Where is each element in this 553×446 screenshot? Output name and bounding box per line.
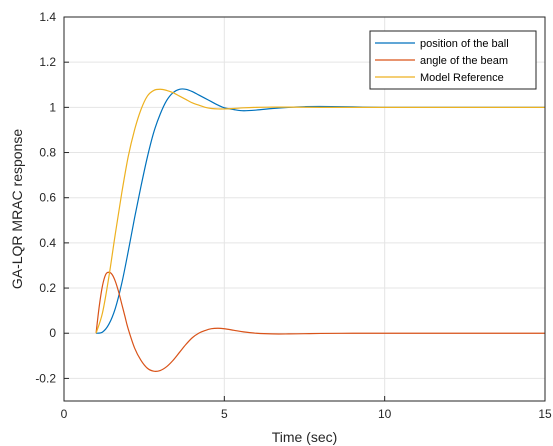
series-line-2 [95, 271, 545, 372]
legend-label: position of the ball [420, 38, 509, 50]
x-tick-label: 0 [61, 407, 68, 421]
y-tick-label: 0 [49, 326, 56, 340]
series-layer [95, 88, 545, 372]
y-tick-label: 0.4 [39, 236, 56, 250]
x-tick-label: 5 [221, 407, 228, 421]
legend-label: angle of the beam [420, 55, 508, 67]
y-axis-label: GA-LQR MRAC response [9, 129, 25, 289]
y-tick-label: -0.2 [35, 371, 56, 385]
legend: position of the ball angle of the beam Mod… [369, 30, 537, 90]
y-tick-label: 1.4 [39, 10, 56, 24]
y-tick-label: 1.2 [39, 55, 56, 69]
legend-label: Model Reference [420, 72, 504, 84]
ticks [63, 16, 546, 401]
x-axis-label: Time (sec) [272, 429, 338, 445]
y-tick-label: 0.6 [39, 191, 56, 205]
series-line-3 [95, 88, 545, 334]
y-tick-label: 0.8 [39, 146, 56, 160]
x-tick-label: 10 [378, 407, 392, 421]
y-tick-label: 1 [49, 100, 56, 114]
tick-labels: 0 5 10 15 -0.2 0 0.2 0.4 0.6 0.8 1 1.2 1.4 [35, 10, 552, 421]
y-tick-label: 0.2 [39, 281, 56, 295]
plot-frame [63, 16, 546, 402]
x-tick-label: 15 [538, 407, 552, 421]
